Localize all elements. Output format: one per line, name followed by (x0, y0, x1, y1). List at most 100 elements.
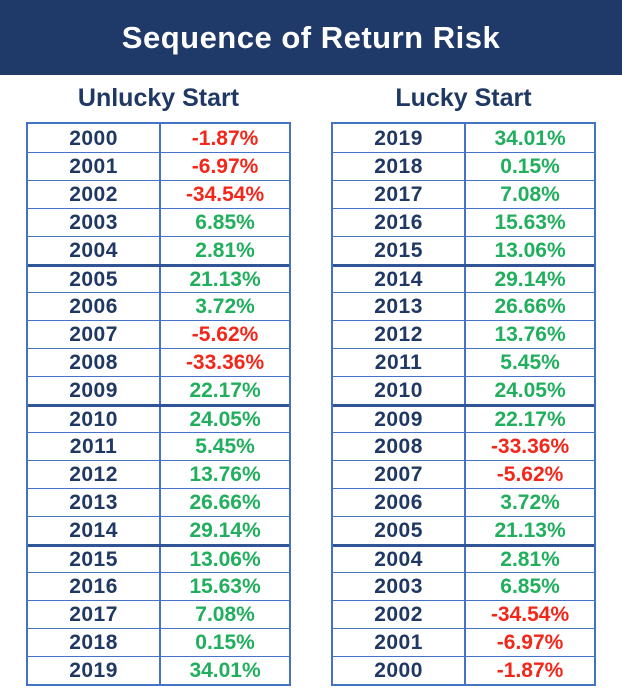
year-cell: 2008 (333, 433, 467, 460)
year-cell: 2006 (333, 489, 467, 516)
year-cell: 2005 (28, 267, 162, 292)
return-cell: 7.08% (500, 183, 560, 206)
year-cell: 2018 (28, 629, 162, 656)
year-cell: 2001 (28, 153, 162, 180)
return-cell: 7.08% (195, 603, 255, 626)
return-cell: 26.66% (189, 491, 261, 514)
table-row: 2007 -5.62% (333, 460, 594, 488)
return-cell: 5.45% (195, 435, 255, 458)
return-cell: 29.14% (494, 268, 566, 291)
year-cell: 2003 (333, 573, 467, 600)
table-row: 2013 26.66% (333, 292, 594, 320)
return-cell: 22.17% (494, 408, 566, 431)
lucky-start-section: Lucky Start 2019 34.01% 2018 0.15% 2017 7.08%… (331, 75, 596, 686)
table-row: 2019 34.01% (333, 124, 594, 152)
year-cell: 2015 (333, 237, 467, 264)
return-cell: -6.97% (496, 631, 564, 654)
table-row: 2009 22.17% (333, 404, 594, 432)
lucky-start-heading: Lucky Start (395, 84, 532, 112)
table-row: 2016 15.63% (333, 208, 594, 236)
return-cell: 6.85% (195, 211, 255, 234)
return-cell: 13.06% (189, 548, 261, 571)
year-cell: 2019 (28, 657, 162, 684)
year-cell: 2004 (28, 237, 162, 264)
year-cell: 2002 (333, 601, 467, 628)
table-row: 2014 29.14% (28, 516, 289, 544)
return-cell: 13.06% (494, 239, 566, 262)
return-cell: 0.15% (195, 631, 255, 654)
year-cell: 2006 (28, 293, 162, 320)
table-row: 2011 5.45% (28, 432, 289, 460)
return-cell: 24.05% (189, 408, 261, 431)
year-cell: 2010 (333, 377, 467, 404)
table-row: 2012 13.76% (28, 460, 289, 488)
return-cell: 2.81% (195, 239, 255, 262)
return-cell: 26.66% (494, 295, 566, 318)
return-cell: 3.72% (195, 295, 255, 318)
year-cell: 2007 (28, 321, 162, 348)
return-cell: -33.36% (490, 435, 570, 458)
year-cell: 2003 (28, 209, 162, 236)
table-row: 2011 5.45% (333, 348, 594, 376)
lucky-start-table: 2019 34.01% 2018 0.15% 2017 7.08% 2016 15.63% 20… (331, 122, 596, 686)
table-row: 2006 3.72% (28, 292, 289, 320)
year-cell: 2000 (333, 657, 467, 684)
year-cell: 2017 (28, 601, 162, 628)
return-cell: 34.01% (189, 659, 261, 682)
table-row: 2004 2.81% (28, 236, 289, 264)
year-cell: 2016 (28, 573, 162, 600)
return-cell: 5.45% (500, 351, 560, 374)
return-cell: -34.54% (185, 183, 265, 206)
year-cell: 2018 (333, 153, 467, 180)
table-row: 2017 7.08% (28, 600, 289, 628)
table-row: 2002 -34.54% (333, 600, 594, 628)
table-row: 2008 -33.36% (28, 348, 289, 376)
year-cell: 2005 (333, 517, 467, 544)
year-cell: 2009 (28, 377, 162, 404)
table-row: 2008 -33.36% (333, 432, 594, 460)
table-row: 2019 34.01% (28, 656, 289, 684)
return-cell: -5.62% (191, 323, 259, 346)
table-row: 2016 15.63% (28, 572, 289, 600)
return-cell: 24.05% (494, 379, 566, 402)
table-row: 2004 2.81% (333, 544, 594, 572)
table-row: 2001 -6.97% (333, 628, 594, 656)
return-cell: 13.76% (494, 323, 566, 346)
return-cell: 13.76% (189, 463, 261, 486)
table-row: 2003 6.85% (28, 208, 289, 236)
year-cell: 2001 (333, 629, 467, 656)
table-row: 2014 29.14% (333, 264, 594, 292)
table-row: 2017 7.08% (333, 180, 594, 208)
unlucky-start-heading: Unlucky Start (77, 84, 240, 112)
return-cell: -33.36% (185, 351, 265, 374)
return-cell: -1.87% (191, 126, 259, 150)
year-cell: 2011 (333, 349, 467, 376)
table-row: 2015 13.06% (28, 544, 289, 572)
return-cell: 15.63% (189, 575, 261, 598)
year-cell: 2002 (28, 181, 162, 208)
year-cell: 2012 (333, 321, 467, 348)
year-cell: 2004 (333, 547, 467, 572)
year-cell: 2000 (28, 124, 162, 152)
year-cell: 2014 (333, 267, 467, 292)
year-cell: 2009 (333, 407, 467, 432)
table-row: 2000 -1.87% (333, 656, 594, 684)
table-row: 2003 6.85% (333, 572, 594, 600)
table-row: 2013 26.66% (28, 488, 289, 516)
year-cell: 2014 (28, 517, 162, 544)
return-cell: 6.85% (500, 575, 560, 598)
table-row: 2018 0.15% (333, 152, 594, 180)
table-row: 2010 24.05% (333, 376, 594, 404)
title-bar: Sequence of Return Risk (0, 0, 622, 75)
year-cell: 2019 (333, 124, 467, 152)
table-row: 2009 22.17% (28, 376, 289, 404)
table-row: 2000 -1.87% (28, 124, 289, 152)
year-cell: 2015 (28, 547, 162, 572)
year-cell: 2012 (28, 461, 162, 488)
year-cell: 2011 (28, 433, 162, 460)
table-row: 2002 -34.54% (28, 180, 289, 208)
year-cell: 2017 (333, 181, 467, 208)
year-cell: 2016 (333, 209, 467, 236)
year-cell: 2008 (28, 349, 162, 376)
